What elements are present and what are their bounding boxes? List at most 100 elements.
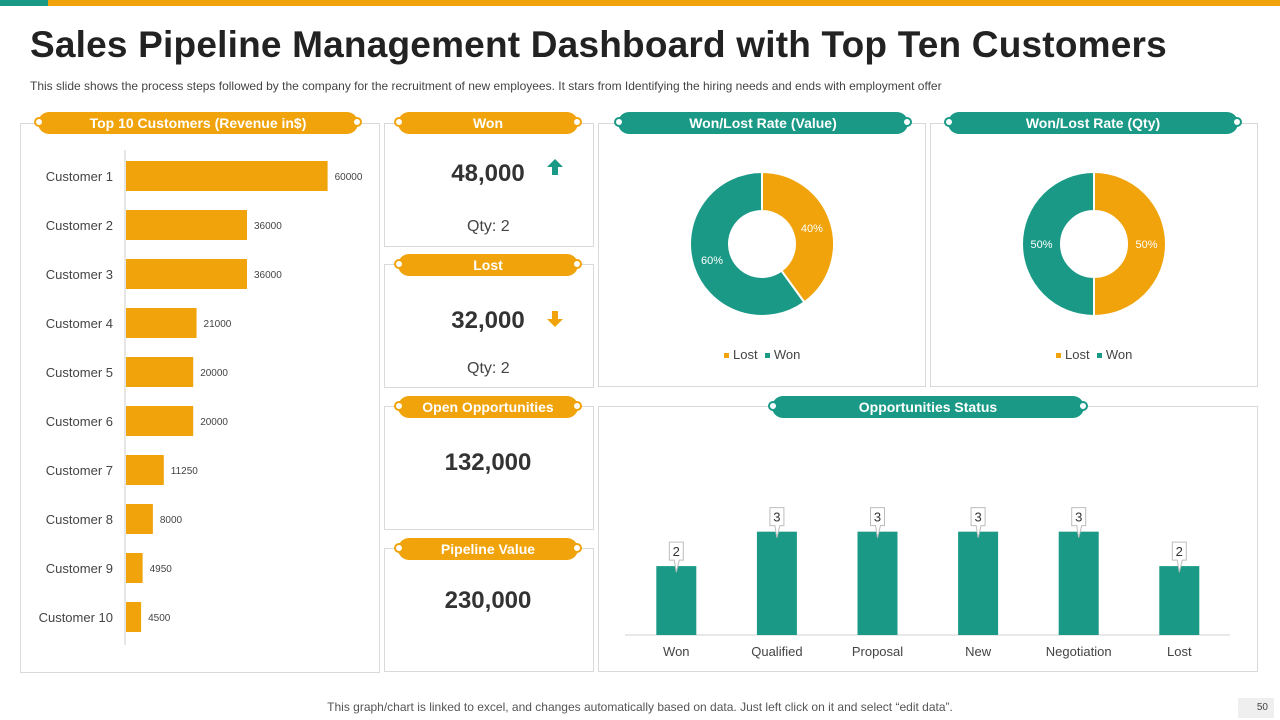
- legend-swatch-won: [764, 353, 770, 359]
- pill-dot-right: [572, 543, 582, 553]
- pipeline-value-header: Pipeline Value: [394, 538, 582, 560]
- data-label: 3: [874, 510, 881, 525]
- win-rate-value-title: Won/Lost Rate (Value): [689, 115, 837, 131]
- lost-qty: Qty: 2: [467, 360, 510, 377]
- open-opportunities-header: Open Opportunities: [394, 396, 582, 418]
- slice-lost: [761, 170, 835, 304]
- pill-dot-right: [1232, 117, 1242, 127]
- win-rate-qty-donut-chart: 50% 50%: [1021, 170, 1167, 318]
- category-label: Customer 5: [46, 365, 113, 380]
- pill-dot-right: [1078, 401, 1088, 411]
- arrow-down-icon: [547, 311, 563, 327]
- slice-label: 40%: [801, 223, 823, 235]
- opportunities-status-panel: [598, 406, 1258, 672]
- pill-dot-right: [572, 259, 582, 269]
- win-rate-qty-title: Won/Lost Rate (Qty): [1025, 115, 1161, 131]
- win-rate-value-donut-chart: 40% 60%: [689, 170, 835, 317]
- pill-dot-right: [352, 117, 362, 127]
- legend-swatch-lost: [724, 353, 729, 359]
- data-label: 36000: [254, 221, 282, 232]
- bar: [126, 210, 247, 240]
- category-label: Proposal: [852, 644, 903, 659]
- data-callout: [1171, 541, 1187, 573]
- legend-label-won: Won: [1105, 347, 1133, 362]
- data-callout: [970, 507, 986, 538]
- lost-title: Lost: [473, 257, 503, 273]
- pill-dot-right: [902, 117, 912, 127]
- data-callout: [668, 541, 684, 573]
- page-number: 50: [1238, 698, 1274, 718]
- bar: [126, 259, 247, 289]
- win-rate-value-legend: Lost Won: [724, 347, 800, 362]
- lost-value: 32,000: [451, 307, 525, 334]
- data-label: 36000: [254, 270, 282, 281]
- category-label: Customer 8: [46, 512, 113, 527]
- slice-label: 50%: [1135, 239, 1157, 251]
- top-accent-bar: [0, 0, 1280, 6]
- bar: [857, 531, 898, 635]
- category-label: Customer 9: [46, 561, 113, 576]
- data-label: 20000: [200, 368, 228, 379]
- legend-swatch-lost: [1056, 353, 1061, 359]
- category-label: Customer 2: [46, 218, 113, 233]
- bar: [126, 455, 164, 485]
- pill-dot-left: [34, 117, 44, 127]
- win-rate-qty-header: Won/Lost Rate (Qty): [944, 112, 1242, 134]
- category-label: Lost: [1167, 644, 1192, 659]
- bar: [126, 406, 194, 436]
- data-label: 4500: [148, 613, 171, 624]
- won-qty: Qty: 2: [467, 218, 510, 235]
- data-label: 3: [773, 510, 780, 525]
- data-label: 11250: [171, 466, 199, 477]
- legend-label-won: Won: [773, 347, 801, 362]
- pill-dot-left: [394, 401, 404, 411]
- opportunities-status-bar-chart: Won 2 Qualified 3 Proposal 3 New 3 Negotiation 3 L…: [625, 507, 1230, 659]
- win-rate-qty-panel: [930, 123, 1258, 387]
- bar: [1159, 566, 1200, 635]
- data-callout: [870, 507, 885, 538]
- data-callout: [1071, 507, 1087, 538]
- win-rate-value-header: Won/Lost Rate (Value): [614, 112, 912, 134]
- data-callout: [769, 507, 785, 538]
- data-label: 2: [673, 544, 680, 559]
- category-label: Customer 4: [46, 316, 113, 331]
- lost-header: Lost: [394, 254, 582, 276]
- won-panel: [384, 123, 594, 247]
- data-label: 20000: [200, 417, 228, 428]
- top-customers-header: Top 10 Customers (Revenue in$): [34, 112, 362, 134]
- data-label: 3: [1075, 510, 1082, 525]
- pill-dot-left: [394, 259, 404, 269]
- bar: [656, 566, 697, 635]
- data-label: 8000: [160, 515, 183, 526]
- legend-label-lost: Lost: [733, 347, 758, 362]
- bar: [126, 308, 197, 338]
- data-label: 2: [1176, 544, 1183, 559]
- opportunities-status-title: Opportunities Status: [858, 399, 998, 415]
- data-label: 21000: [204, 319, 232, 330]
- category-label: Won: [663, 644, 690, 659]
- top-accent-teal: [0, 0, 48, 6]
- legend-swatch-won: [1096, 353, 1102, 359]
- category-label: Customer 10: [39, 610, 113, 625]
- page-subtitle: This slide shows the process steps follo…: [30, 79, 942, 93]
- open-opportunities-panel: [384, 406, 594, 530]
- category-label: New: [965, 644, 992, 659]
- pill-dot-left: [394, 543, 404, 553]
- bar: [126, 602, 142, 632]
- category-label: Negotiation: [1046, 644, 1112, 659]
- bar: [1058, 531, 1099, 635]
- top-customers-title: Top 10 Customers (Revenue in$): [89, 115, 307, 131]
- won-header: Won: [394, 112, 582, 134]
- slice-label: 60%: [701, 255, 723, 267]
- bar: [756, 531, 797, 635]
- pipeline-value-title: Pipeline Value: [440, 541, 536, 557]
- pill-dot-right: [572, 401, 582, 411]
- win-rate-value-panel: [598, 123, 926, 387]
- category-label: Qualified: [751, 644, 802, 659]
- footer-note: This graph/chart is linked to excel, and…: [327, 700, 953, 714]
- bar: [126, 504, 153, 534]
- category-label: Customer 3: [46, 267, 113, 282]
- data-label: 4950: [150, 564, 173, 575]
- slice-won: [1021, 170, 1095, 318]
- open-opportunities-title: Open Opportunities: [422, 399, 554, 415]
